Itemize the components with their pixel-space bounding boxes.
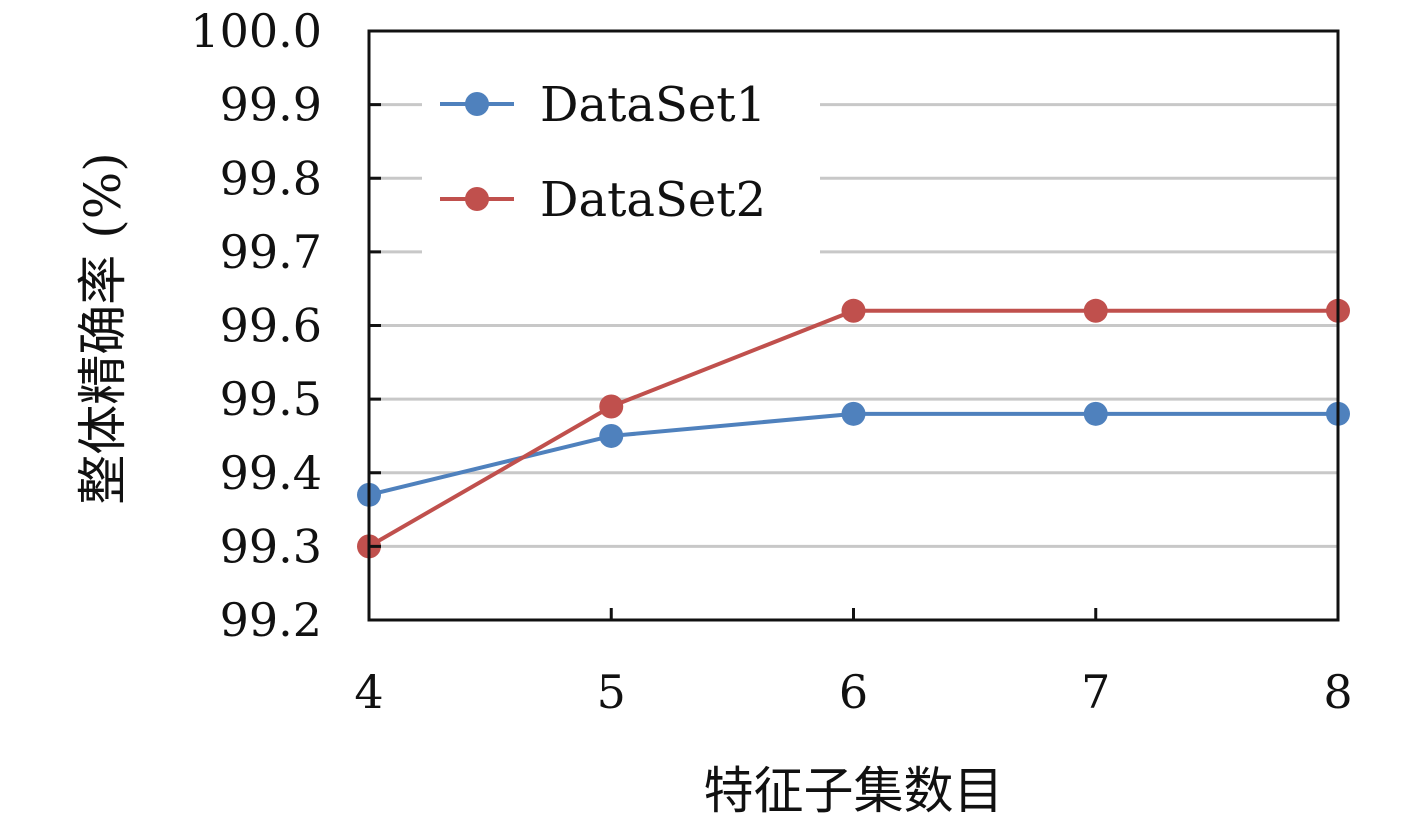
y-tick-label: 99.6 <box>220 299 322 353</box>
y-tick-label: 99.8 <box>220 151 322 205</box>
legend-label: DataSet2 <box>540 172 766 228</box>
legend-swatch-marker <box>465 92 489 116</box>
series-line <box>367 308 1338 549</box>
data-point <box>599 423 624 448</box>
series-line <box>368 411 1338 497</box>
x-tick-label: 4 <box>354 665 383 719</box>
legend: DataSet1 DataSet2 <box>422 62 820 267</box>
axes <box>367 29 1340 622</box>
y-tick-label: 99.5 <box>220 372 322 426</box>
x-tick-label: 5 <box>597 665 626 719</box>
legend-swatch-marker <box>465 187 489 211</box>
series-group <box>357 298 1350 559</box>
legend-label: DataSet1 <box>540 77 766 133</box>
x-axis-title: 特征子集数目 <box>704 762 1004 820</box>
legend-background <box>422 62 820 267</box>
y-tick-label: 99.2 <box>220 593 322 647</box>
y-tick-label: 100.0 <box>190 4 322 58</box>
y-tick-label: 99.9 <box>220 78 322 132</box>
data-point <box>599 394 624 419</box>
y-tick-label: 99.4 <box>220 446 322 500</box>
x-tick-label: 7 <box>1081 665 1110 719</box>
data-point <box>841 401 866 426</box>
y-tick-label: 99.3 <box>220 519 322 573</box>
tick-labels: 99.2 99.3 99.4 99.5 99.6 99.7 99.8 99.9 100.0 4 5 6… <box>190 4 1352 719</box>
x-tick-label: 8 <box>1323 665 1352 719</box>
y-axis-title: 整体精确率 (%) <box>74 152 132 504</box>
data-point <box>1083 298 1108 323</box>
plot-frame <box>367 29 1340 622</box>
y-tick-label: 99.7 <box>220 225 322 279</box>
data-point <box>1083 401 1108 426</box>
x-tick-label: 6 <box>839 665 868 719</box>
data-point <box>841 298 866 323</box>
